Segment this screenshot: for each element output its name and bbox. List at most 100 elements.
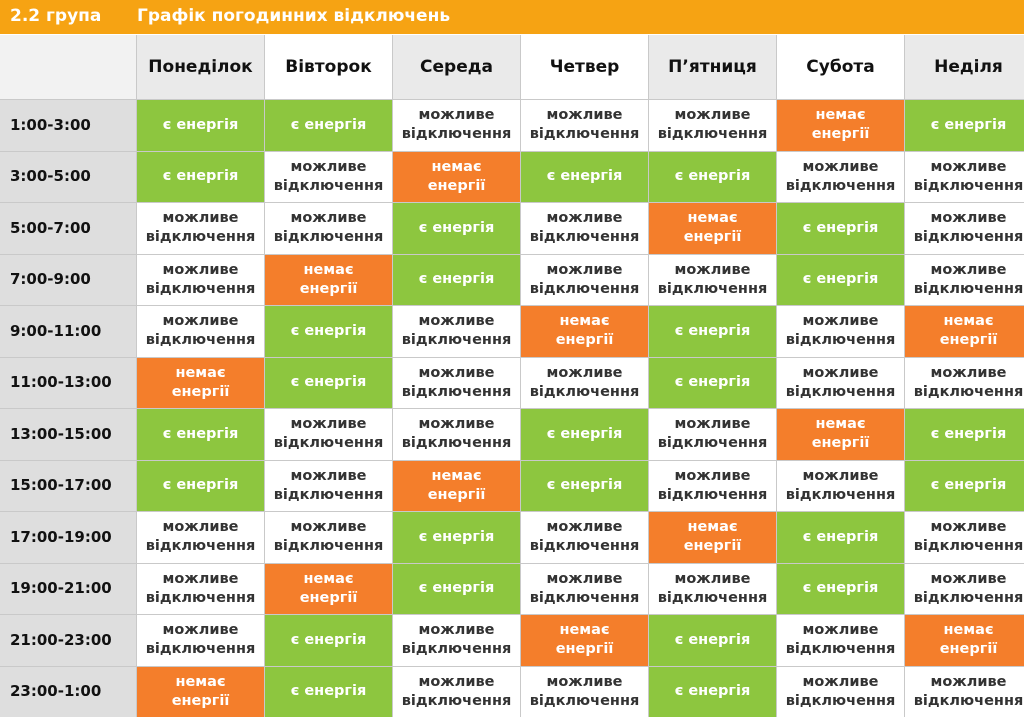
schedule-cell-no-label: немає енергії xyxy=(300,570,358,608)
schedule-cell-yes: є енергія xyxy=(393,203,520,254)
schedule-cell-yes-label: є енергія xyxy=(931,476,1007,495)
schedule-cell-maybe-label: можливе відключення xyxy=(274,415,384,453)
schedule-cell-no-label: немає енергії xyxy=(556,621,614,659)
schedule-cell-maybe: можливе відключення xyxy=(905,512,1024,563)
schedule-cell-yes-label: є енергія xyxy=(675,682,751,701)
schedule-cell-maybe-label: можливе відключення xyxy=(274,518,384,556)
time-slot-label: 13:00-15:00 xyxy=(10,425,112,444)
time-slot: 3:00-5:00 xyxy=(0,152,136,203)
schedule-cell-maybe-label: можливе відключення xyxy=(658,106,768,144)
schedule-cell-maybe-label: можливе відключення xyxy=(658,261,768,299)
schedule-cell-maybe: можливе відключення xyxy=(649,564,776,615)
schedule-cell-yes: є енергія xyxy=(777,255,904,306)
schedule-cell-yes-label: є енергія xyxy=(547,167,623,186)
schedule-cell-maybe: можливе відключення xyxy=(905,667,1024,717)
time-slot: 1:00-3:00 xyxy=(0,100,136,151)
schedule-cell-maybe-label: можливе відключення xyxy=(402,312,512,350)
schedule-cell-no-label: немає енергії xyxy=(172,673,230,711)
time-slot-label: 9:00-11:00 xyxy=(10,322,101,341)
schedule-cell-yes: є енергія xyxy=(393,255,520,306)
schedule-cell-maybe-label: можливе відключення xyxy=(146,621,256,659)
schedule-cell-yes: є енергія xyxy=(393,564,520,615)
time-slot-label: 19:00-21:00 xyxy=(10,579,112,598)
schedule-cell-yes-label: є енергія xyxy=(163,116,239,135)
schedule-cell-maybe-label: можливе відключення xyxy=(402,364,512,402)
schedule-cell-yes-label: є енергія xyxy=(675,322,751,341)
schedule-cell-maybe: можливе відключення xyxy=(137,255,264,306)
schedule-cell-maybe: можливе відключення xyxy=(777,152,904,203)
schedule-cell-maybe: можливе відключення xyxy=(905,564,1024,615)
schedule-cell-no: немає енергії xyxy=(777,409,904,460)
schedule-cell-maybe-label: можливе відключення xyxy=(530,209,640,247)
schedule-cell-yes-label: є енергія xyxy=(291,116,367,135)
schedule-cell-no-label: немає енергії xyxy=(428,467,486,505)
time-slot-label: 7:00-9:00 xyxy=(10,270,91,289)
time-slot: 13:00-15:00 xyxy=(0,409,136,460)
day-header-label: Понеділок xyxy=(148,58,252,77)
schedule-cell-yes: є енергія xyxy=(521,409,648,460)
schedule-cell-maybe: можливе відключення xyxy=(649,409,776,460)
schedule-cell-yes: є енергія xyxy=(521,152,648,203)
schedule-cell-no-label: немає енергії xyxy=(684,518,742,556)
schedule-cell-maybe-label: можливе відключення xyxy=(530,518,640,556)
schedule-cell-no-label: немає енергії xyxy=(428,158,486,196)
schedule-cell-no-label: немає енергії xyxy=(172,364,230,402)
time-slot-label: 17:00-19:00 xyxy=(10,528,112,547)
schedule-cell-maybe: можливе відключення xyxy=(393,409,520,460)
schedule-cell-no: немає енергії xyxy=(905,615,1024,666)
schedule-cell-yes-label: є енергія xyxy=(931,425,1007,444)
time-slot: 19:00-21:00 xyxy=(0,564,136,615)
schedule-cell-yes: є енергія xyxy=(521,461,648,512)
schedule-cell-maybe-label: можливе відключення xyxy=(786,364,896,402)
schedule-cell-maybe: можливе відключення xyxy=(137,306,264,357)
schedule-cell-maybe-label: можливе відключення xyxy=(914,209,1024,247)
schedule-cell-no: немає енергії xyxy=(137,667,264,717)
time-slot-label: 3:00-5:00 xyxy=(10,167,91,186)
schedule-cell-yes-label: є енергія xyxy=(419,270,495,289)
schedule-cell-maybe-label: можливе відключення xyxy=(786,673,896,711)
schedule-cell-yes-label: є енергія xyxy=(291,373,367,392)
schedule-cell-no: немає енергії xyxy=(393,152,520,203)
schedule-cell-maybe: можливе відключення xyxy=(393,358,520,409)
schedule-cell-maybe: можливе відключення xyxy=(521,358,648,409)
schedule-cell-yes-label: є енергія xyxy=(547,425,623,444)
schedule-cell-maybe-label: можливе відключення xyxy=(914,364,1024,402)
day-header: Середа xyxy=(393,35,520,99)
corner-cell xyxy=(0,35,136,99)
schedule-cell-no: немає енергії xyxy=(265,564,392,615)
day-header: Понеділок xyxy=(137,35,264,99)
schedule-cell-yes: є енергія xyxy=(649,358,776,409)
time-slot: 15:00-17:00 xyxy=(0,461,136,512)
schedule-cell-maybe-label: можливе відключення xyxy=(402,621,512,659)
schedule-cell-maybe-label: можливе відключення xyxy=(146,518,256,556)
schedule-cell-maybe-label: можливе відключення xyxy=(402,673,512,711)
time-slot-label: 1:00-3:00 xyxy=(10,116,91,135)
schedule-cell-yes: є енергія xyxy=(137,100,264,151)
schedule-cell-yes: є енергія xyxy=(265,306,392,357)
schedule-cell-maybe-label: можливе відключення xyxy=(402,106,512,144)
schedule-cell-yes: є енергія xyxy=(265,615,392,666)
schedule-cell-no-label: немає енергії xyxy=(300,261,358,299)
schedule-cell-yes-label: є енергія xyxy=(291,682,367,701)
schedule-cell-yes: є енергія xyxy=(777,203,904,254)
day-header-label: П’ятниця xyxy=(668,58,757,77)
schedule-cell-maybe: можливе відключення xyxy=(137,615,264,666)
schedule-cell-maybe-label: можливе відключення xyxy=(914,261,1024,299)
day-header: Неділя xyxy=(905,35,1024,99)
schedule-cell-maybe: можливе відключення xyxy=(265,203,392,254)
schedule-cell-maybe-label: можливе відключення xyxy=(530,106,640,144)
schedule-cell-no: немає енергії xyxy=(649,203,776,254)
schedule-cell-maybe: можливе відключення xyxy=(777,358,904,409)
schedule-cell-yes: є енергія xyxy=(905,100,1024,151)
schedule-cell-maybe: можливе відключення xyxy=(393,615,520,666)
schedule-cell-yes-label: є енергія xyxy=(419,528,495,547)
schedule-cell-maybe-label: можливе відключення xyxy=(786,621,896,659)
schedule-cell-maybe: можливе відключення xyxy=(393,667,520,717)
schedule-cell-maybe: можливе відключення xyxy=(905,203,1024,254)
schedule-cell-maybe: можливе відключення xyxy=(265,461,392,512)
schedule-cell-maybe-label: можливе відключення xyxy=(786,158,896,196)
schedule-cell-yes-label: є енергія xyxy=(291,631,367,650)
schedule-cell-yes: є енергія xyxy=(137,152,264,203)
day-header: Субота xyxy=(777,35,904,99)
